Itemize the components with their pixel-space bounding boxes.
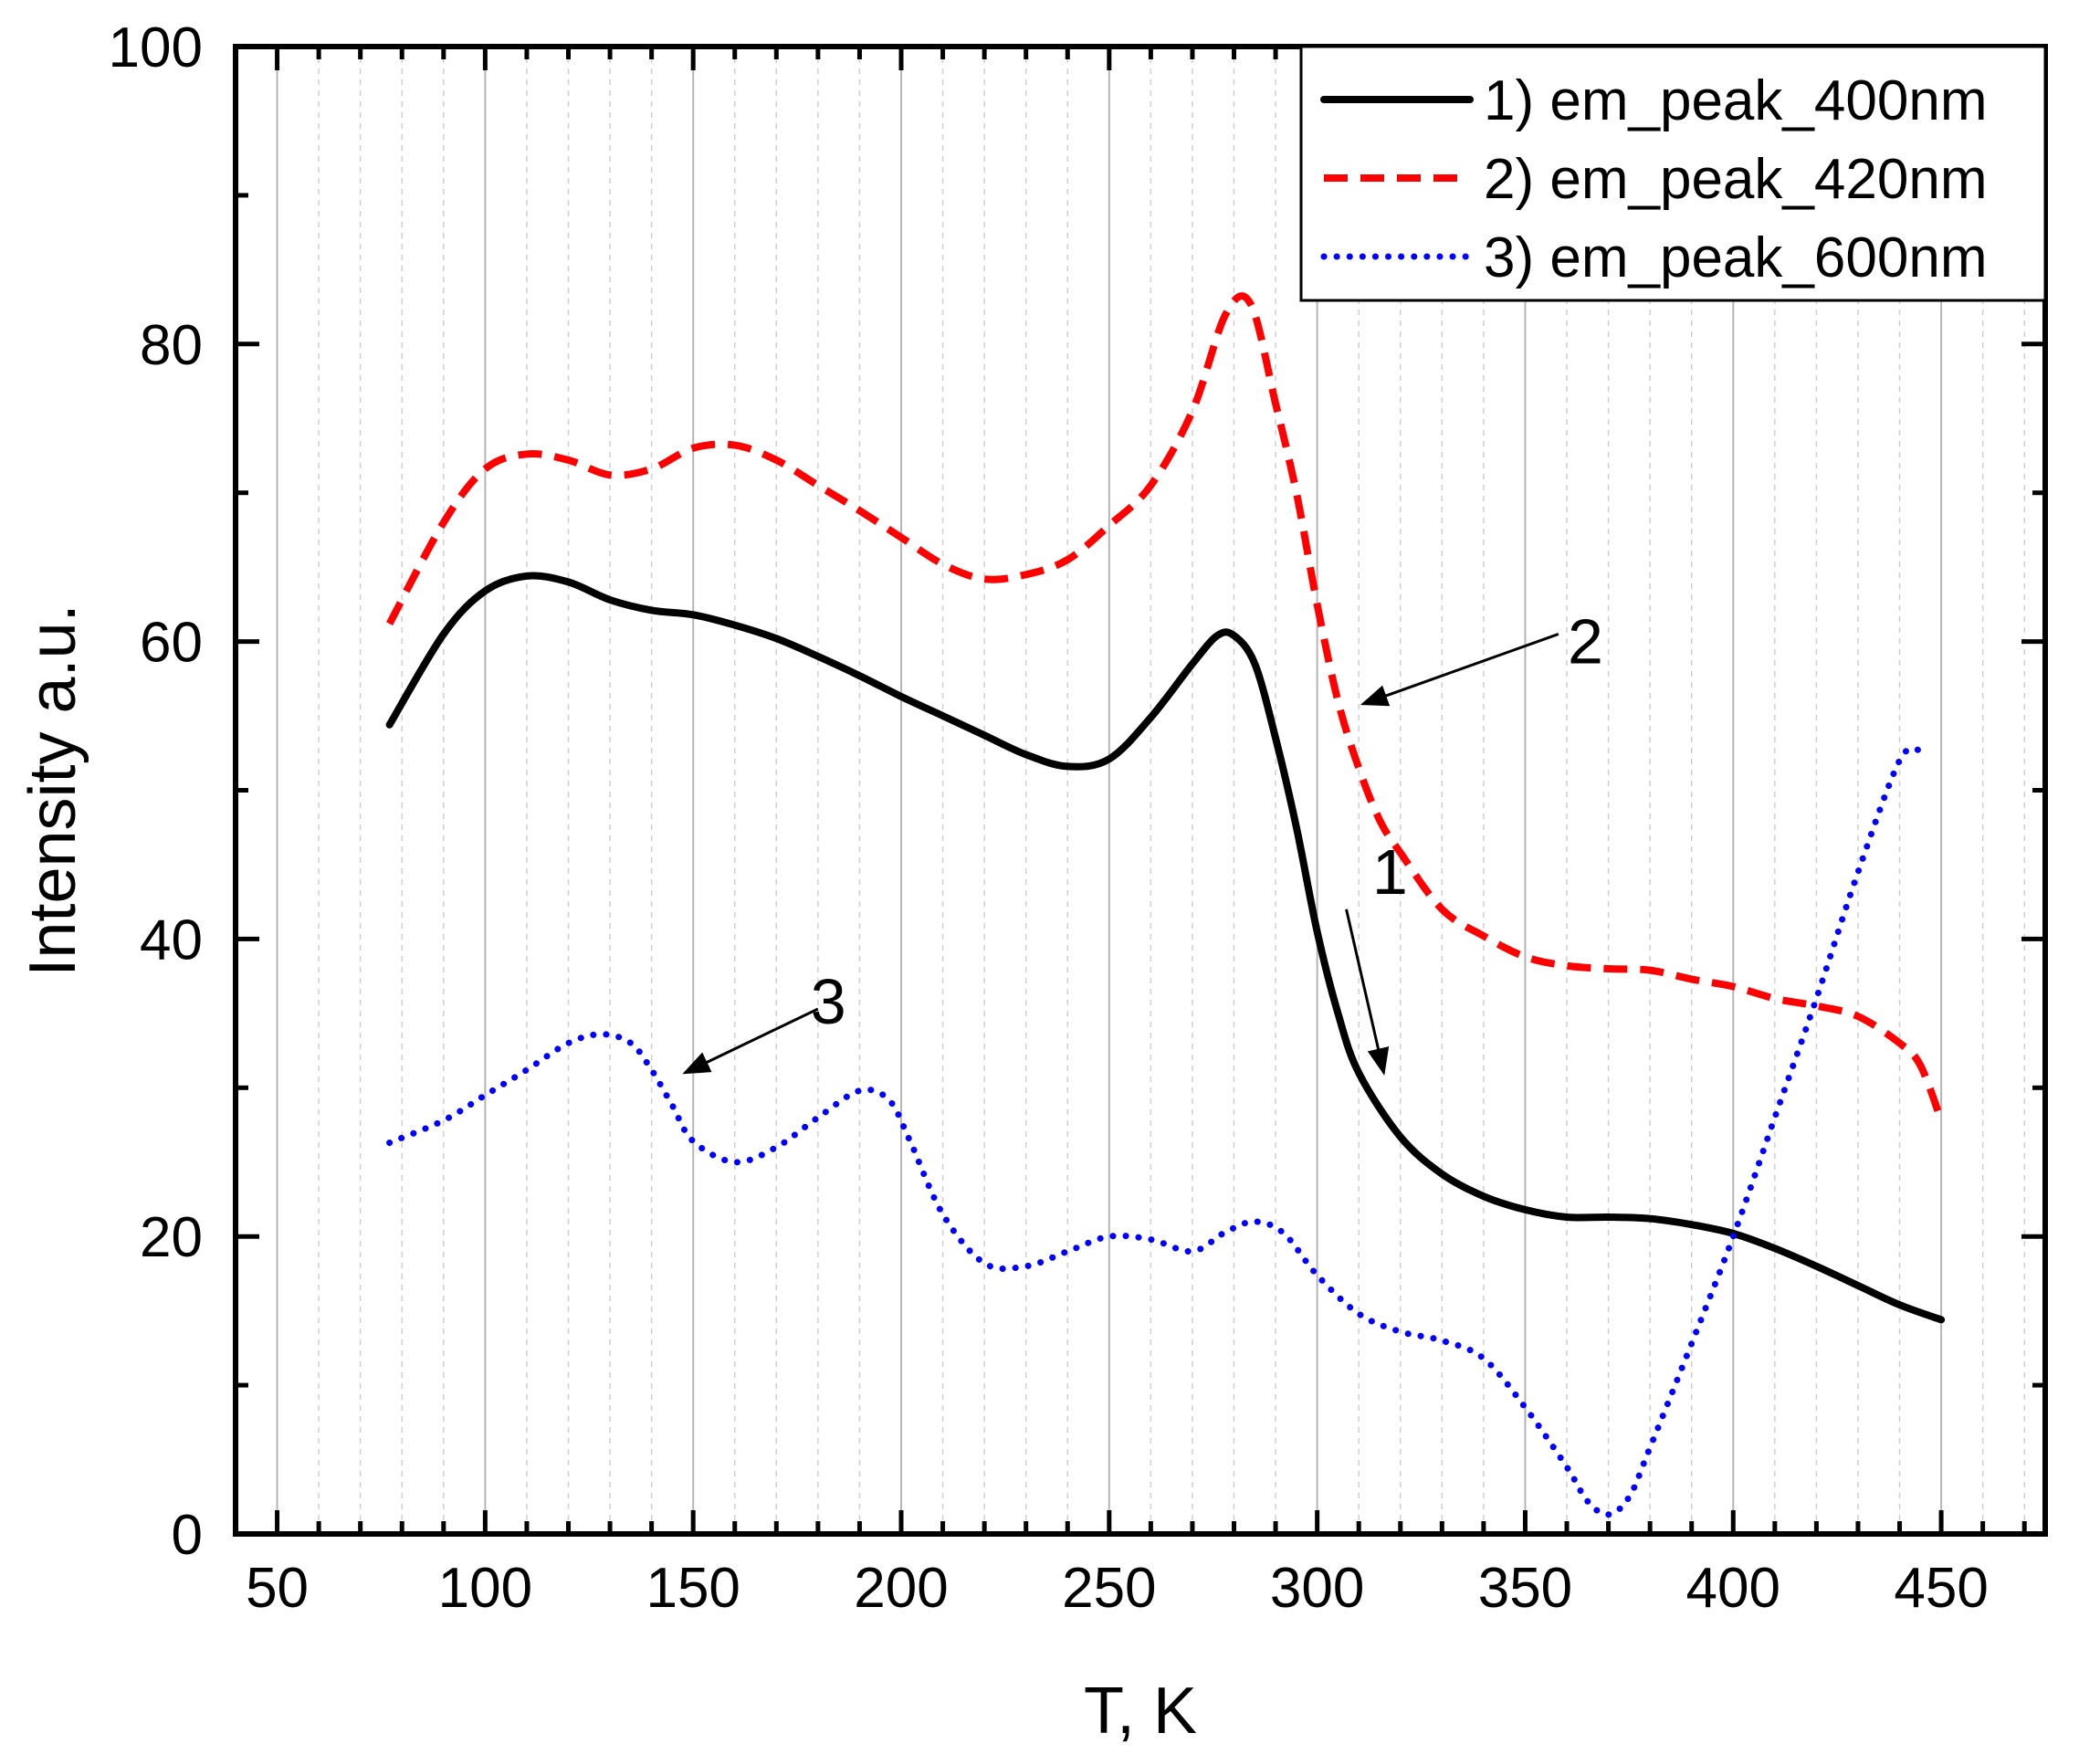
y-axis-title: Intensity a.u. bbox=[16, 604, 89, 976]
y-tick-label: 60 bbox=[140, 612, 203, 675]
annotation-label: 3 bbox=[811, 966, 846, 1037]
x-tick-label: 450 bbox=[1894, 1557, 1988, 1620]
y-tick-label: 0 bbox=[172, 1504, 203, 1567]
legend-label: 1) em_peak_400nm bbox=[1484, 69, 1987, 132]
series-line-1 bbox=[385, 572, 1946, 1324]
x-tick-label: 200 bbox=[854, 1557, 948, 1620]
series-line-2 bbox=[386, 292, 1945, 1122]
x-tick-label: 400 bbox=[1686, 1557, 1780, 1620]
x-tick-label: 350 bbox=[1478, 1557, 1572, 1620]
annotation-label: 1 bbox=[1372, 836, 1408, 908]
x-tick-label: 300 bbox=[1270, 1557, 1364, 1620]
x-tick-label: 150 bbox=[646, 1557, 740, 1620]
series-layer bbox=[385, 292, 1946, 1518]
y-tick-label: 20 bbox=[140, 1206, 203, 1269]
y-tick-label: 100 bbox=[109, 16, 203, 79]
y-tick-label: 40 bbox=[140, 909, 203, 972]
x-tick-label: 50 bbox=[246, 1557, 309, 1620]
x-axis-title: T, K bbox=[1084, 1675, 1197, 1748]
y-tick-label: 80 bbox=[140, 314, 203, 377]
annotation-arrow bbox=[682, 1007, 819, 1075]
legend-label: 3) em_peak_600nm bbox=[1484, 226, 1987, 289]
x-tick-label: 100 bbox=[438, 1557, 532, 1620]
tick-labels: 50 100 150 200 250 300 350 400 450 0 20 40 60 80 100 bbox=[109, 16, 1989, 1620]
annotation-arrow bbox=[1360, 633, 1559, 707]
annotation-label: 2 bbox=[1568, 606, 1603, 677]
legend-label: 2) em_peak_420nm bbox=[1484, 148, 1987, 211]
annotation-arrow bbox=[1345, 909, 1390, 1076]
axis-ticks bbox=[233, 44, 2045, 1537]
annotations: 1 2 3 bbox=[682, 606, 1603, 1076]
x-tick-label: 250 bbox=[1062, 1557, 1156, 1620]
legend: 1) em_peak_400nm 2) em_peak_420nm 3) em_pe… bbox=[1299, 45, 2047, 302]
